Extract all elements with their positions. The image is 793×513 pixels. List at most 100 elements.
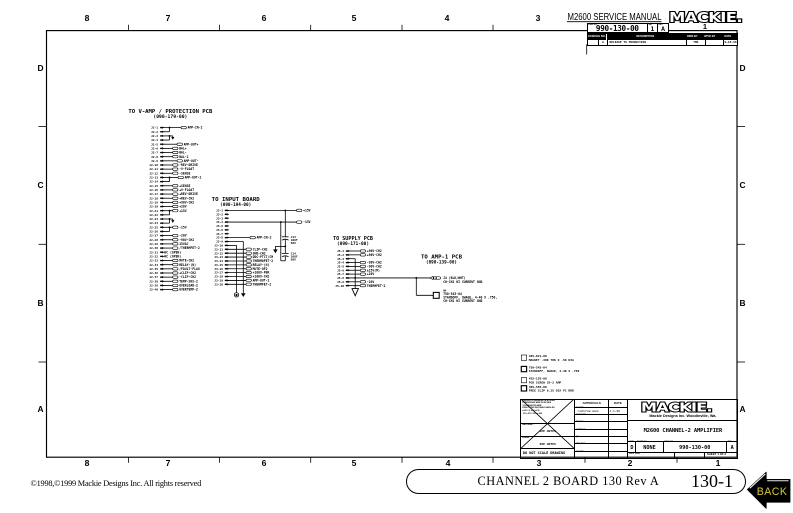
svg-text:10UF: 10UF: [291, 255, 298, 259]
svg-text:-REV-DRIVE: -REV-DRIVE: [179, 163, 198, 167]
svg-text:405-021-00: 405-021-00: [529, 354, 547, 358]
approvals-row-mfg-eng: MFG ENG: [574, 443, 628, 452]
svg-text:750-545-04: 750-545-04: [443, 292, 462, 296]
dwg-cell: DWG NO. 990-130-00: [664, 441, 727, 452]
svg-text:2: 2: [628, 458, 633, 468]
svg-text:J5-6: J5-6: [337, 268, 344, 272]
svg-text:J2-33: J2-33: [149, 259, 158, 263]
svg-text:DDC-PTCT/CM: DDC-PTCT/CM: [253, 255, 274, 259]
rev-row-dwn: TMA: [687, 39, 706, 46]
svg-text:CH-CH2 HI CURRENT GND: CH-CH2 HI CURRENT GND: [443, 280, 482, 284]
svg-text:PCB SCREW CH-2 AMP: PCB SCREW CH-2 AMP: [529, 380, 562, 384]
svg-text:MACKIE.: MACKIE.: [669, 11, 742, 26]
svg-text:-15V: -15V: [303, 220, 311, 224]
svg-text:5: 5: [352, 458, 357, 468]
svg-text:(090-179-00): (090-179-00): [153, 114, 187, 119]
svg-text:CLIP-CH2: CLIP-CH2: [253, 247, 268, 251]
svg-text:BAL-: BAL-: [179, 151, 187, 155]
rev-row-description: RELEASE TO PRODUCTION: [608, 39, 688, 46]
svg-text:OVERTEMP-2: OVERTEMP-2: [179, 288, 198, 292]
svg-text:/FAULT-FLAG: /FAULT-FLAG: [179, 267, 200, 271]
finish-value: SEE NOTES: [539, 442, 556, 447]
svg-text:J2-15: J2-15: [149, 184, 158, 188]
rev-label-tb: REV: [727, 441, 733, 444]
svg-text:AMP-OUT-2: AMP-OUT-2: [253, 279, 270, 283]
rev-label: REV: [658, 23, 663, 26]
svg-text:J2-9: J2-9: [151, 159, 158, 163]
svg-text:J2-1: J2-1: [151, 126, 158, 130]
svg-text:STANDOFF, SWAGE, 4-40 X .750,: STANDOFF, SWAGE, 4-40 X .750,: [443, 296, 497, 300]
svg-text:+15V: +15V: [179, 209, 187, 213]
svg-text:+20V: +20V: [179, 205, 187, 209]
svg-text:J3-11: J3-11: [214, 247, 223, 251]
svg-text:455-155-00: 455-155-00: [529, 377, 547, 381]
svg-text:THERMFET-2: THERMFET-2: [253, 282, 272, 286]
svg-text:J2-24: J2-24: [149, 221, 158, 225]
revision-table-row: A RELEASE TO PRODUCTION TMA 9-18-98: [588, 39, 738, 46]
svg-text:MUTE-CH2: MUTE-CH2: [179, 259, 194, 263]
svg-text:J2-14: J2-14: [149, 180, 158, 184]
svg-text:RELAY-(N): RELAY-(N): [253, 263, 270, 267]
svg-text:TO INPUT BOARD: TO INPUT BOARD: [212, 197, 261, 203]
svg-text:50V: 50V: [291, 241, 296, 245]
svg-text:+REV-CH2: +REV-CH2: [179, 196, 194, 200]
rev-row-ecn: [588, 39, 599, 46]
svg-text:8: 8: [85, 458, 90, 468]
svg-text:J3-1: J3-1: [216, 209, 223, 213]
svg-text:J3-10: J3-10: [214, 244, 223, 248]
tolerance-line: FRACTIONS DECIMALS ANGLES: [522, 407, 555, 410]
size-label: SIZE: [629, 441, 634, 444]
svg-text:J3-5: J3-5: [216, 224, 223, 228]
svg-text:J2-38: J2-38: [149, 279, 158, 283]
title-block-logo-band: MACKIE. Mackie Designs Inc. Woodinville,…: [628, 400, 738, 421]
svg-text:8: 8: [85, 13, 90, 23]
svg-text:NC (OPEN): NC (OPEN): [164, 250, 181, 254]
svg-text:J2-5: J2-5: [151, 142, 158, 146]
svg-text:J2-26: J2-26: [149, 230, 158, 234]
svg-text:J2-34: J2-34: [149, 263, 158, 267]
svg-text:AMP-OUT-2: AMP-OUT-2: [185, 176, 202, 180]
svg-text:J3-17: J3-17: [214, 271, 223, 275]
svg-text:(090-171-00): (090-171-00): [337, 241, 369, 246]
svg-text:J2-6: J2-6: [151, 146, 158, 150]
dwg-no-value: 990-130-00: [595, 23, 639, 33]
svg-text:-V-FLOAT: -V-FLOAT: [179, 167, 194, 171]
svg-text:J2-8: J2-8: [151, 155, 158, 159]
sheet-of-cell: SHEET 1 OF 2: [705, 452, 737, 458]
svg-text:J2-27: J2-27: [149, 234, 158, 238]
size-cell: SIZE D: [628, 441, 637, 452]
svg-text:J2-37: J2-37: [149, 275, 158, 279]
tolerance-line: TOLERANCES ARE:: [522, 404, 542, 407]
svg-text:STANDOFF, SWAGE, 4-40 X .750: STANDOFF, SWAGE, 4-40 X .750: [529, 369, 580, 373]
svg-text:AMP-OUT+: AMP-OUT+: [184, 142, 199, 146]
svg-text:FREE CLIP 0.25 DIA PC BRD: FREE CLIP 0.25 DIA PC BRD: [529, 389, 574, 393]
approvals-row-material: MATERIAL: [574, 429, 628, 438]
sheet-of-value: SHEET 1 OF 2: [706, 452, 727, 457]
copyright-text: ©1998,©1999 Mackie Designs Inc. All righ…: [30, 478, 202, 488]
svg-text:J2-35: J2-35: [149, 267, 158, 271]
rev-header-apvd: APVD BY: [703, 35, 716, 39]
rev-row-rev: A: [599, 39, 608, 46]
svg-text:750-545-04: 750-545-04: [529, 366, 547, 370]
svg-text:+15V: +15V: [303, 209, 311, 213]
svg-text:J3-13: J3-13: [214, 255, 223, 259]
svg-text:-90V-CH2: -90V-CH2: [179, 238, 194, 242]
board-label: CHANNEL 2 BOARD 130 Rev A: [477, 474, 660, 489]
tolerance-line: DIMENSIONS ARE IN INCHES: [522, 402, 552, 405]
svg-text:B: B: [739, 298, 745, 308]
svg-text:+100V-CH2: +100V-CH2: [253, 275, 270, 279]
svg-text:±15V(M): ±15V(M): [367, 268, 380, 272]
svg-text:J4 (BLK/WHT): J4 (BLK/WHT): [443, 276, 465, 280]
svg-text:J5-10: J5-10: [335, 284, 344, 288]
svg-text:J5-7: J5-7: [337, 272, 344, 276]
svg-text:-90V-CH2: -90V-CH2: [367, 261, 382, 265]
scale-cell: [675, 451, 706, 459]
svg-text:J2-20: J2-20: [149, 205, 158, 209]
finish-box: FINISH: SEE NOTES: [521, 436, 575, 450]
svg-text:J3-4: J3-4: [216, 220, 223, 224]
svg-text:TO AMP-1 PCB: TO AMP-1 PCB: [421, 254, 463, 260]
drawing-title: M2600 CHANNEL-2 AMPLIFIER: [643, 427, 723, 434]
svg-text:D: D: [739, 63, 745, 73]
back-button[interactable]: BACK: [743, 467, 793, 513]
svg-text:+90V-CH2: +90V-CH2: [179, 200, 194, 204]
